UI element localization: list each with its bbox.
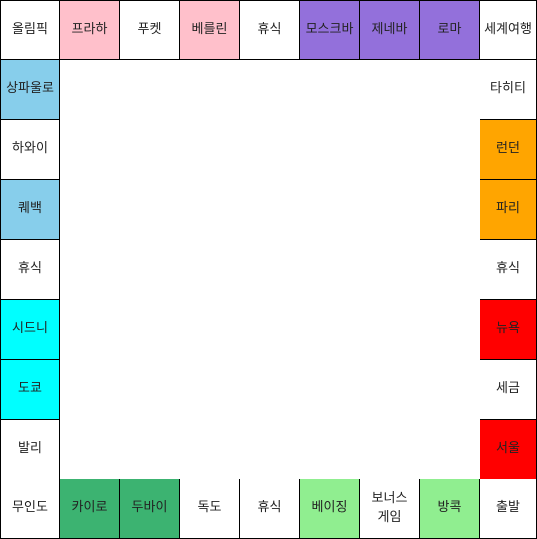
board-tile[interactable]: 도쿄	[0, 360, 60, 420]
board-tile[interactable]: 뉴욕	[480, 300, 537, 360]
board-tile[interactable]: 세금	[480, 360, 537, 420]
board-tile[interactable]: 로마	[420, 0, 480, 60]
board-center	[60, 60, 480, 480]
board-tile[interactable]: 무인도	[0, 479, 60, 539]
board-tile[interactable]: 보너스 게임	[360, 479, 420, 539]
board-tile[interactable]: 방콕	[420, 479, 480, 539]
board-tile[interactable]: 휴식	[240, 479, 300, 539]
board-tile[interactable]: 휴식	[0, 240, 60, 300]
board-tile[interactable]: 푸켓	[120, 0, 180, 60]
board-tile[interactable]: 시드니	[0, 300, 60, 360]
board-tile[interactable]: 모스크바	[300, 0, 360, 60]
board-tile[interactable]: 런던	[480, 120, 537, 180]
board-tile[interactable]: 프라하	[60, 0, 120, 60]
board-tile[interactable]: 출발	[480, 479, 537, 539]
board-tile[interactable]: 카이로	[60, 479, 120, 539]
board-tile[interactable]: 파리	[480, 180, 537, 240]
board-tile[interactable]: 발리	[0, 420, 60, 480]
board-tile[interactable]: 독도	[180, 479, 240, 539]
board-tile[interactable]: 제네바	[360, 0, 420, 60]
board-tile[interactable]: 하와이	[0, 120, 60, 180]
board-tile[interactable]: 세계여행	[480, 0, 537, 60]
board-tile[interactable]: 올림픽	[0, 0, 60, 60]
board-tile[interactable]: 휴식	[240, 0, 300, 60]
board-tile[interactable]: 상파울로	[0, 60, 60, 120]
board-tile[interactable]: 서울	[480, 420, 537, 480]
board-tile[interactable]: 베이징	[300, 479, 360, 539]
board-tile[interactable]: 베를린	[180, 0, 240, 60]
board-tile[interactable]: 휴식	[480, 240, 537, 300]
board-tile[interactable]: 두바이	[120, 479, 180, 539]
board-tile[interactable]: 타히티	[480, 60, 537, 120]
board-tile[interactable]: 퀘백	[0, 180, 60, 240]
